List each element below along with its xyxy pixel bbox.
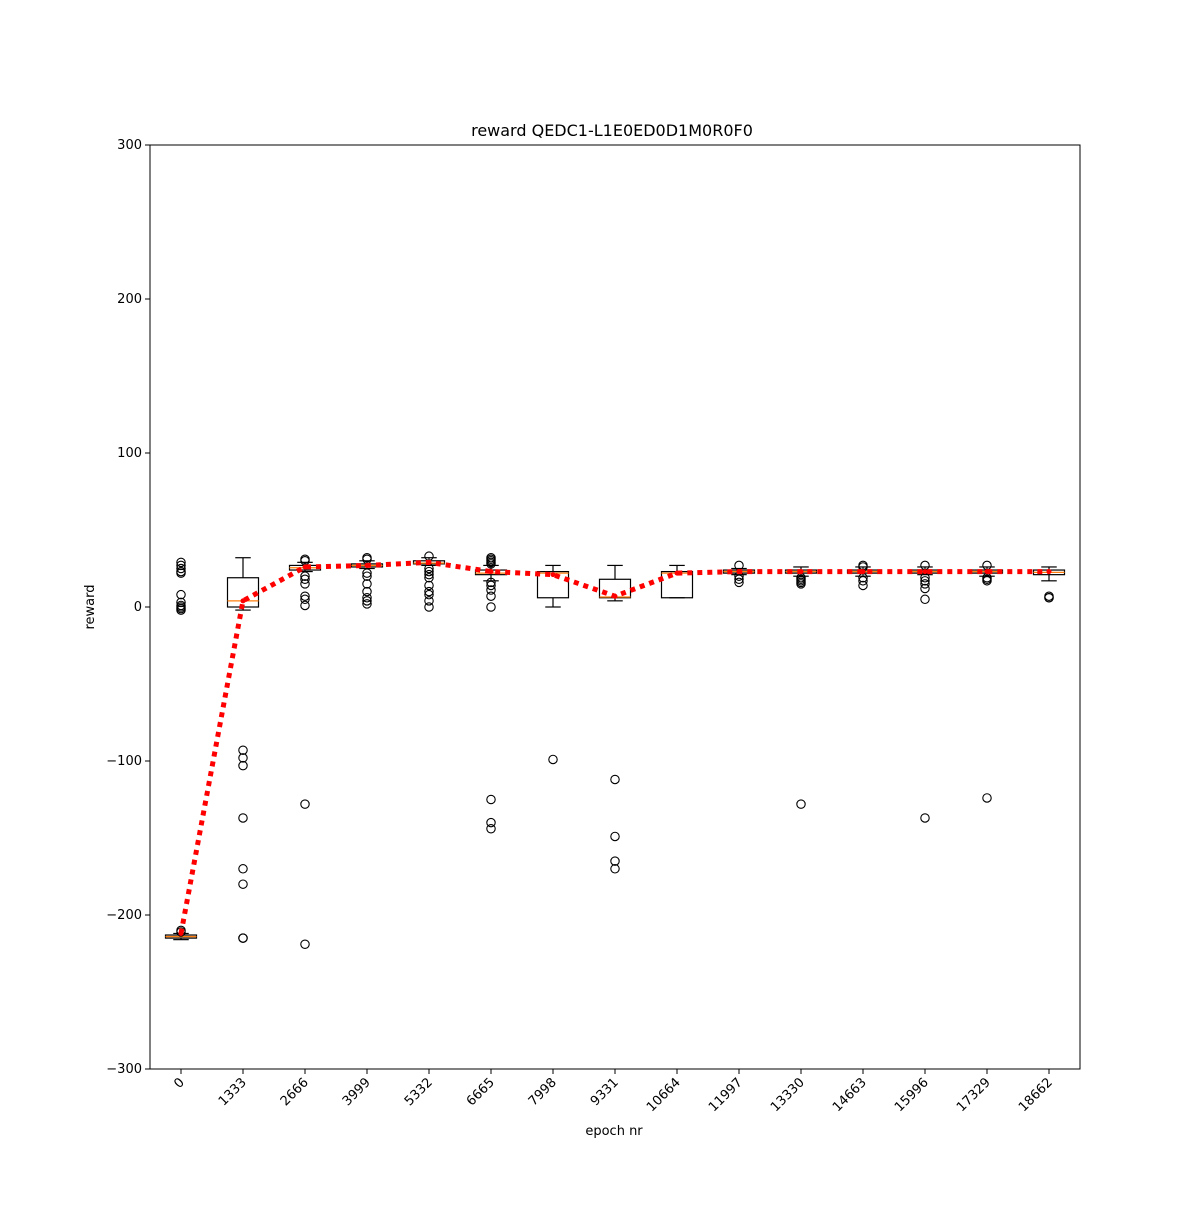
outlier-point	[734, 574, 744, 585]
outlier-point	[486, 559, 496, 569]
outlier-point	[362, 579, 372, 589]
outlier-point	[300, 591, 310, 601]
chart-title: reward QEDC1-L1E0ED0D1M0R0F0	[471, 121, 753, 140]
outlier-point	[176, 589, 186, 600]
outlier-point	[362, 596, 372, 606]
outlier-point	[238, 864, 248, 874]
outlier-point	[424, 580, 434, 591]
outlier-point	[424, 586, 434, 597]
mean-point	[364, 562, 370, 568]
outlier-point	[176, 563, 186, 574]
mean-point	[550, 572, 556, 578]
outlier-point	[920, 583, 930, 594]
outlier-point	[920, 594, 930, 605]
outlier-point	[424, 569, 434, 580]
outlier-point	[362, 599, 372, 609]
mean-point	[302, 564, 308, 570]
outlier-point	[920, 576, 930, 586]
outlier-point	[610, 864, 620, 874]
outlier-point	[176, 560, 186, 571]
mean-point	[860, 569, 866, 575]
mean-point	[612, 593, 618, 599]
outlier-point	[362, 586, 372, 597]
outlier-point	[486, 824, 496, 834]
outlier-point	[176, 557, 186, 568]
mean-point	[922, 569, 928, 575]
mean-point	[178, 930, 184, 936]
outlier-point	[858, 576, 868, 586]
outlier-point	[300, 939, 310, 950]
outlier-point	[920, 579, 930, 589]
mean-point	[736, 569, 742, 575]
outlier-point	[486, 794, 496, 805]
box-0	[164, 557, 198, 941]
outlier-point	[238, 879, 248, 889]
y-tick-label: −200	[106, 908, 142, 923]
outlier-point	[362, 593, 372, 603]
outlier-point	[920, 813, 930, 823]
outlier-point	[300, 571, 310, 581]
mean-point	[240, 598, 246, 604]
mean-point	[488, 569, 494, 575]
outlier-point	[424, 596, 434, 606]
outlier-point	[176, 597, 186, 608]
outlier-point	[176, 605, 186, 615]
outlier-point	[300, 574, 310, 585]
outlier-point	[548, 754, 558, 765]
outlier-point	[486, 577, 496, 588]
outlier-point	[858, 580, 868, 591]
y-axis-label: reward	[83, 584, 98, 629]
outlier-point	[176, 568, 186, 578]
y-tick-label: 300	[117, 138, 142, 153]
mean-point	[674, 570, 680, 576]
outlier-point	[610, 774, 620, 785]
outlier-point	[982, 793, 992, 803]
y-tick-label: −100	[106, 754, 142, 769]
outlier-point	[238, 813, 248, 823]
y-tick-label: 200	[117, 292, 142, 307]
outlier-point	[486, 585, 496, 595]
outlier-point	[486, 817, 496, 828]
outlier-point	[300, 799, 310, 809]
outlier-point	[362, 568, 372, 578]
mean-point	[426, 559, 432, 565]
outlier-point	[300, 594, 310, 605]
box-iqr	[536, 570, 570, 599]
outlier-point	[424, 602, 434, 612]
outlier-point	[610, 856, 620, 866]
y-tick-label: −300	[106, 1062, 142, 1077]
outlier-point	[796, 799, 806, 809]
plot-area	[164, 551, 1066, 950]
outlier-point	[486, 580, 496, 591]
y-tick-label: 0	[134, 600, 142, 615]
outlier-point	[300, 579, 310, 589]
outlier-point	[796, 579, 806, 589]
outlier-point	[238, 933, 248, 943]
y-tick-label: 100	[117, 446, 142, 461]
mean-point	[798, 569, 804, 575]
outlier-point	[424, 572, 434, 583]
outlier-point	[238, 745, 248, 755]
mean-point	[1046, 569, 1052, 575]
outlier-point	[362, 571, 372, 581]
outlier-point	[486, 591, 496, 601]
outlier-point	[238, 753, 248, 763]
outlier-point	[176, 927, 186, 937]
box-7998	[536, 564, 570, 765]
outlier-point	[424, 566, 434, 577]
outlier-point	[734, 577, 744, 588]
x-axis-label: epoch nr	[585, 1124, 643, 1139]
outlier-point	[238, 760, 248, 771]
mean-point	[984, 569, 990, 575]
outlier-point	[982, 576, 992, 586]
outlier-point	[300, 600, 310, 611]
outlier-point	[424, 589, 434, 600]
outlier-point	[486, 602, 496, 612]
outlier-point	[610, 831, 620, 842]
outlier-point	[1044, 593, 1054, 603]
